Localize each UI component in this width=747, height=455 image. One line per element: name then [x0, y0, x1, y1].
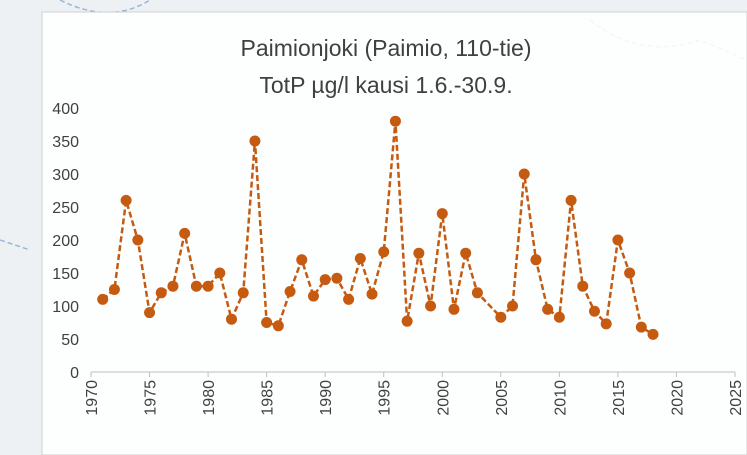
data-point: [600, 318, 612, 330]
data-point: [237, 287, 249, 299]
x-tick-label: 1970: [84, 380, 101, 416]
data-point: [460, 247, 472, 259]
data-point: [284, 285, 296, 297]
y-tick-label: 150: [52, 266, 79, 283]
y-tick-label: 50: [61, 332, 79, 349]
data-point: [144, 307, 156, 319]
chart-subtitle: TotP µg/l kausi 1.6.-30.9.: [259, 72, 512, 98]
y-tick-label: 200: [52, 233, 79, 250]
x-tick-label: 1990: [318, 380, 335, 416]
data-point: [530, 254, 542, 266]
data-point: [401, 315, 413, 327]
data-point: [577, 280, 589, 292]
chart-area: [41, 11, 747, 455]
data-point: [518, 168, 530, 180]
data-point: [214, 267, 226, 279]
data-point: [612, 234, 624, 246]
data-point: [542, 303, 554, 315]
data-point: [97, 293, 109, 305]
x-tick-label: 1985: [260, 380, 277, 416]
x-tick-label: 1995: [377, 380, 394, 416]
data-point: [495, 311, 507, 323]
y-tick-label: 250: [52, 200, 79, 217]
data-point: [436, 208, 448, 220]
x-tick-label: 2000: [435, 380, 452, 416]
x-tick-label: 2005: [494, 380, 511, 416]
data-point: [565, 194, 577, 206]
x-tick-label: 2015: [611, 380, 628, 416]
y-tick-label: 400: [52, 101, 79, 118]
y-tick-label: 300: [52, 167, 79, 184]
data-point: [647, 328, 659, 340]
data-point: [155, 287, 167, 299]
y-tick-label: 350: [52, 134, 79, 151]
series-line: [101, 121, 654, 336]
data-point: [108, 284, 120, 295]
data-point: [331, 272, 343, 284]
x-tick-label: 2025: [728, 380, 745, 416]
x-tick-label: 2020: [669, 380, 686, 416]
data-point: [635, 321, 647, 333]
data-point: [132, 234, 144, 246]
data-point: [507, 300, 519, 312]
data-point: [202, 280, 214, 292]
data-point: [226, 313, 238, 325]
chart-title: Paimionjoki (Paimio, 110-tie): [240, 35, 531, 61]
data-point: [261, 317, 273, 328]
data-point: [425, 300, 437, 312]
y-tick-label: 0: [70, 365, 79, 382]
data-point: [167, 280, 179, 292]
data-point: [343, 293, 355, 305]
data-point: [624, 267, 636, 279]
data-point: [588, 305, 600, 317]
data-point: [272, 320, 284, 332]
data-point: [179, 227, 191, 239]
data-point: [319, 274, 331, 286]
x-tick-label: 1980: [201, 380, 218, 416]
x-tick-label: 2010: [552, 380, 569, 416]
x-tick-label: 1975: [143, 380, 160, 416]
data-point: [249, 135, 261, 147]
y-tick-label: 100: [52, 299, 79, 316]
data-point: [190, 280, 202, 292]
data-point: [553, 311, 565, 323]
data-point: [448, 303, 460, 315]
data-point: [378, 246, 390, 258]
data-point: [307, 290, 319, 302]
data-point: [354, 252, 366, 264]
data-point: [366, 288, 378, 300]
data-point: [413, 247, 425, 259]
data-point: [471, 287, 483, 299]
data-point: [296, 254, 308, 266]
data-point: [389, 115, 401, 127]
data-point: [120, 194, 132, 206]
